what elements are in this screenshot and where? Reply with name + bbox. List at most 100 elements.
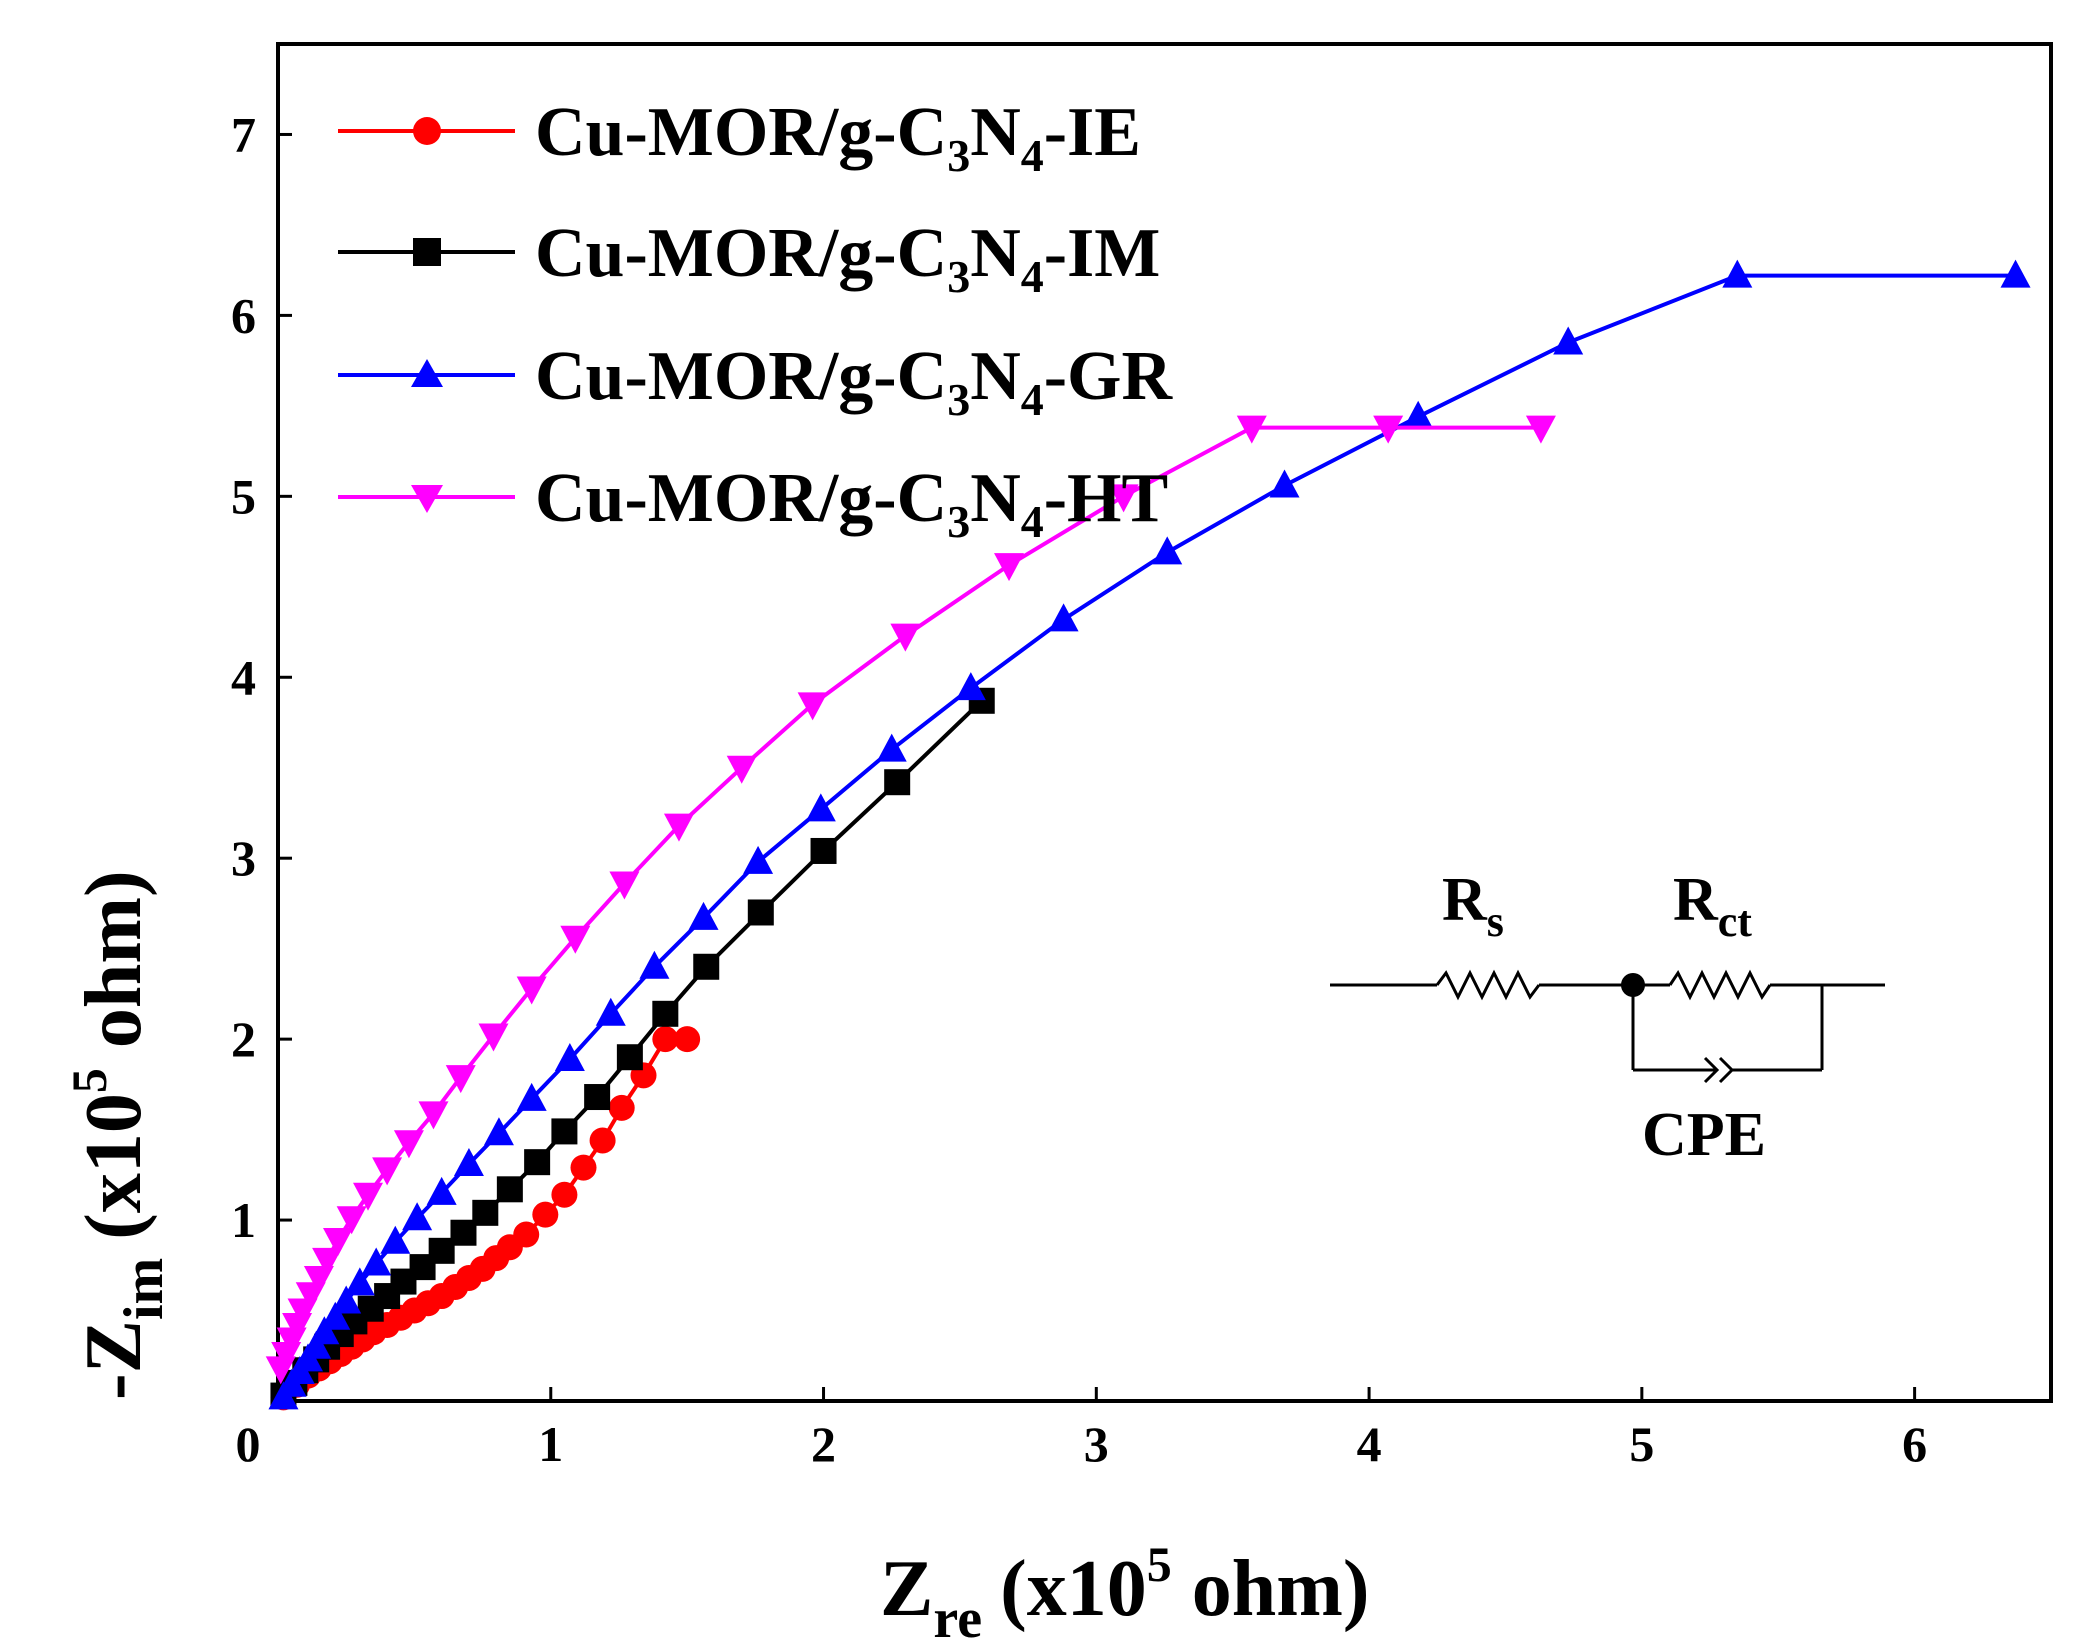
rs-label: Rs — [1442, 866, 1504, 946]
data-point-ht — [353, 1182, 384, 1211]
data-point-im — [616, 1044, 643, 1071]
data-point-ie — [652, 1026, 679, 1053]
data-point-ht — [323, 1227, 354, 1256]
data-point-im — [884, 769, 911, 796]
y-axis-ticks: 1 2 3 4 5 6 7 — [231, 106, 292, 1248]
data-point-gr — [426, 1176, 457, 1205]
data-point-gr — [805, 793, 836, 822]
data-point-gr — [1152, 536, 1183, 565]
data-point-ht — [445, 1065, 476, 1094]
data-point-gr — [516, 1082, 547, 1111]
resistor-rs-icon — [1435, 969, 1541, 1001]
data-point-gr — [1048, 603, 1079, 632]
y-tick-label: 3 — [231, 830, 256, 886]
series-layer — [265, 259, 2031, 1411]
data-point-gr — [554, 1043, 585, 1072]
x-tick-label: 3 — [1084, 1416, 1109, 1472]
data-point-im — [428, 1237, 455, 1264]
data-point-gr — [639, 950, 670, 979]
data-point-ht — [1236, 415, 1267, 444]
data-point-gr — [2000, 259, 2031, 288]
data-point-ht — [372, 1157, 403, 1186]
legend-item-ht: Cu-MOR/g-C3N4-HT — [338, 460, 1168, 547]
legend-label-im: Cu-MOR/g-C3N4-IM — [535, 215, 1160, 302]
data-point-im — [472, 1199, 499, 1226]
legend-marker-im — [413, 238, 441, 266]
data-point-ie — [589, 1127, 616, 1154]
data-point-im — [450, 1219, 477, 1246]
data-point-gr — [876, 733, 907, 762]
data-point-gr — [1553, 326, 1584, 355]
data-point-gr — [1722, 259, 1753, 288]
data-point-gr — [402, 1202, 433, 1231]
data-point-ht — [1373, 415, 1404, 444]
data-point-ht — [393, 1130, 424, 1159]
data-point-gr — [361, 1247, 392, 1276]
cpe-element-icon — [1703, 1056, 1720, 1084]
legend-marker-gr — [411, 359, 443, 387]
data-point-gr — [331, 1285, 362, 1314]
data-point-ht — [312, 1247, 343, 1276]
data-point-ht — [560, 925, 591, 954]
y-tick-label: 1 — [231, 1192, 256, 1248]
data-point-im — [584, 1084, 611, 1111]
x-tick-label: 0 — [236, 1416, 261, 1472]
data-point-gr — [688, 901, 719, 930]
x-tick-label: 4 — [1357, 1416, 1382, 1472]
data-point-ht — [516, 976, 547, 1005]
x-tick-label: 6 — [1902, 1416, 1927, 1472]
data-point-gr — [955, 672, 986, 701]
data-point-ht — [1108, 484, 1139, 513]
y-tick-label: 2 — [231, 1011, 256, 1067]
data-point-gr — [453, 1147, 484, 1176]
y-tick-label: 6 — [231, 287, 256, 343]
data-point-ht — [609, 871, 640, 900]
data-point-im — [810, 837, 837, 864]
data-point-gr — [309, 1316, 340, 1345]
data-point-im — [524, 1149, 551, 1176]
data-point-gr — [344, 1267, 375, 1296]
y-axis-title: -Zim(x105 ohm) — [61, 870, 175, 1400]
data-point-ht — [890, 623, 921, 652]
legend-label-ht: Cu-MOR/g-C3N4-HT — [535, 460, 1168, 547]
x-axis-title: Zre (x105 ohm) — [880, 1536, 1369, 1643]
rct-label: Rct — [1673, 866, 1752, 946]
data-point-ht — [797, 692, 828, 721]
data-point-ie — [570, 1154, 597, 1181]
data-point-ht — [1525, 415, 1556, 444]
x-tick-label: 2 — [811, 1416, 836, 1472]
data-point-ht — [663, 813, 694, 842]
cpe-label: CPE — [1642, 1101, 1766, 1169]
data-point-gr — [483, 1117, 514, 1146]
data-point-ht — [726, 755, 757, 784]
data-point-gr — [743, 845, 774, 874]
data-point-ie — [513, 1221, 540, 1248]
x-tick-label: 5 — [1629, 1416, 1654, 1472]
x-axis-ticks: 0 1 2 3 4 5 6 — [236, 1387, 1927, 1472]
data-point-gr — [301, 1330, 332, 1359]
legend-item-ie: Cu-MOR/g-C3N4-IE — [338, 94, 1141, 181]
data-point-im — [551, 1118, 578, 1145]
data-point-gr — [320, 1301, 351, 1330]
y-tick-label: 7 — [231, 106, 256, 162]
data-point-ie — [674, 1026, 701, 1053]
data-point-ie — [532, 1201, 559, 1228]
data-point-im — [496, 1176, 523, 1203]
legend-marker-ht — [411, 485, 443, 513]
legend-marker-ie — [413, 117, 441, 145]
data-point-im — [747, 899, 774, 926]
data-point-gr — [1269, 469, 1300, 498]
resistor-rct-icon — [1668, 969, 1772, 1001]
data-point-ie — [551, 1181, 578, 1208]
data-point-ht — [418, 1101, 449, 1130]
data-point-gr — [380, 1225, 411, 1254]
y-tick-label: 4 — [231, 649, 256, 705]
data-point-ie — [608, 1094, 635, 1121]
plot-frame — [276, 42, 2053, 1403]
legend-item-im: Cu-MOR/g-C3N4-IM — [338, 215, 1160, 302]
data-point-im — [693, 953, 720, 980]
legend-label-ie: Cu-MOR/g-C3N4-IE — [535, 94, 1141, 181]
legend-item-gr: Cu-MOR/g-C3N4-GR — [338, 338, 1174, 425]
equivalent-circuit-inset: Rs Rct CPE — [1330, 866, 1885, 1169]
